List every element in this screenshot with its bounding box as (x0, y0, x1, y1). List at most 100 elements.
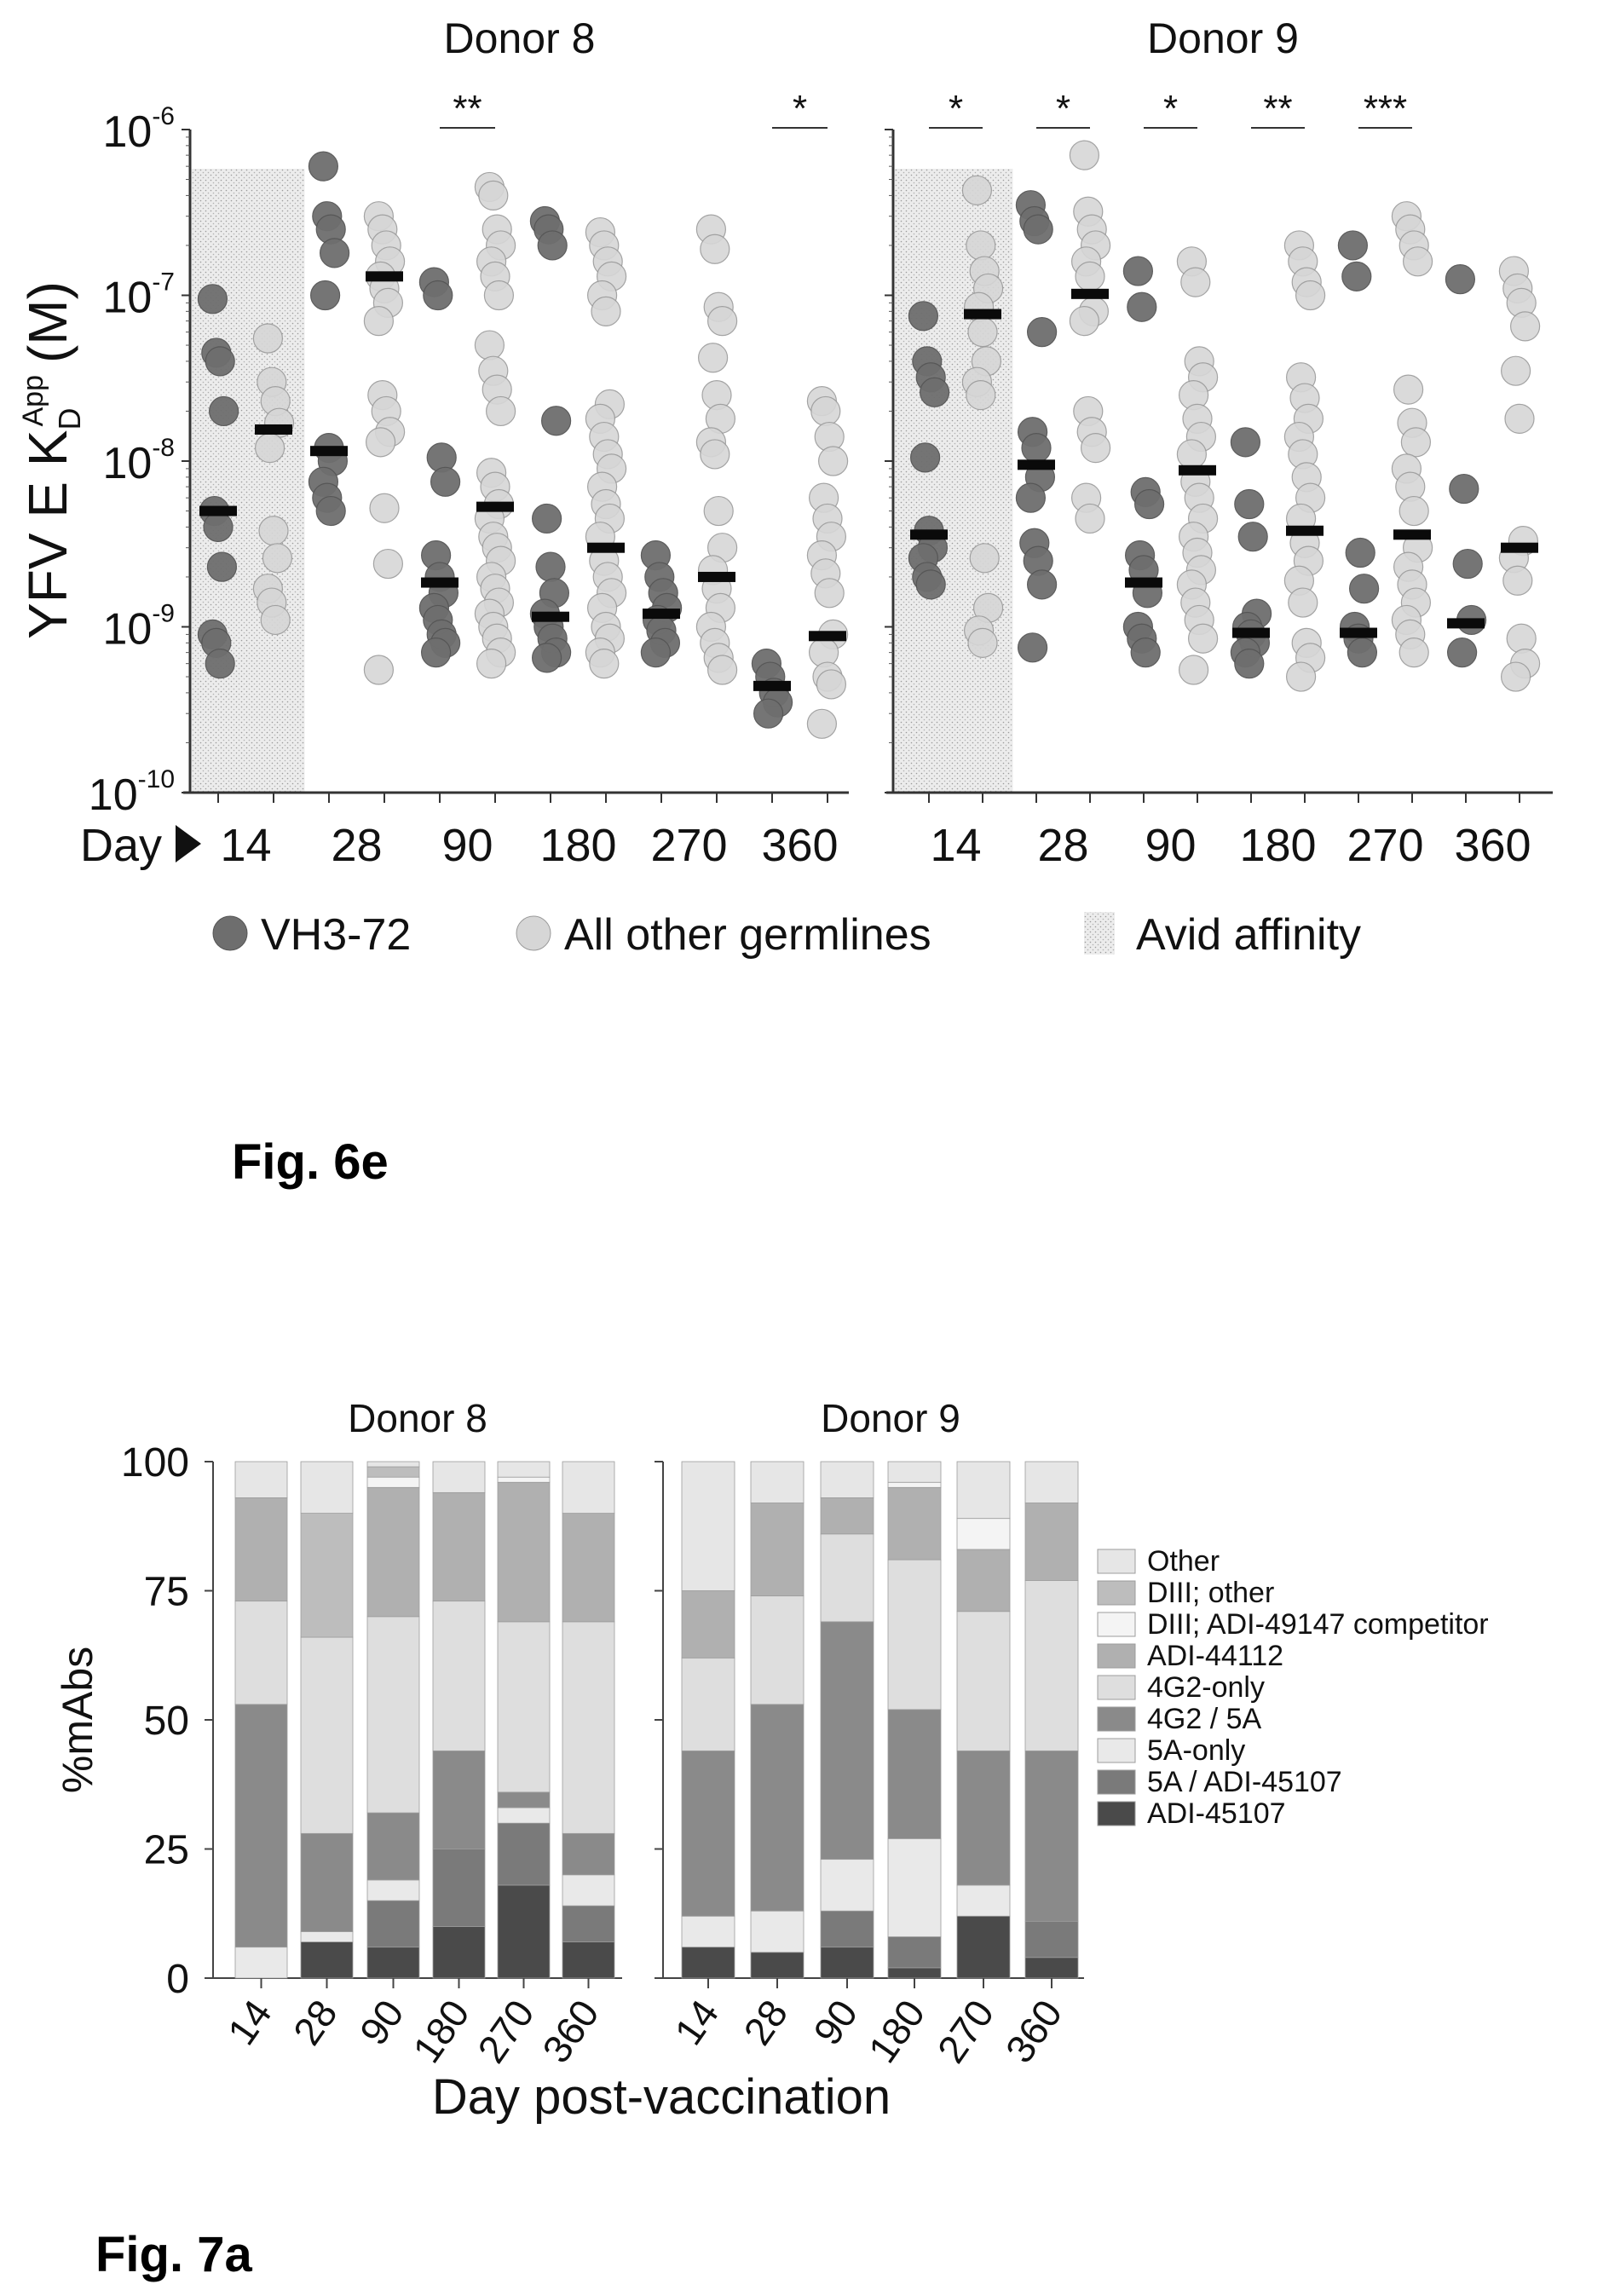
other-germline-point (700, 234, 730, 264)
median-bar (366, 271, 403, 282)
stacked-bar-day-90 (820, 1461, 874, 1979)
other-germline-point (966, 230, 996, 261)
vh3-72-point (1449, 473, 1479, 505)
other-germline-point (817, 446, 849, 476)
y-tick-exponent: -10 (138, 765, 175, 793)
significance-label: * (1163, 88, 1178, 130)
panel-title: Donor 9 (1147, 14, 1299, 62)
vh3-72-point (1130, 637, 1161, 668)
y-tick-label: 100 (121, 1440, 189, 1485)
y-tick-label: 10-7 (102, 268, 175, 323)
median-bar (1125, 577, 1162, 588)
vh3-72-point (1127, 291, 1157, 322)
legend-avid-swatch-icon (1084, 912, 1115, 955)
bar-segment-other (820, 1461, 874, 1498)
panel-title: Donor 8 (444, 14, 596, 62)
vh3-72-point (919, 377, 950, 407)
bar-segment-other (681, 1461, 735, 1591)
bar-segment-diii-other (366, 1466, 420, 1478)
vh3-72-series (197, 284, 239, 679)
vh3-72-point (205, 346, 235, 377)
vh3-72-series (1122, 256, 1165, 668)
other-germline-point (369, 493, 400, 523)
other-germlines-series (585, 216, 627, 679)
x-tick-label: 360 (997, 1992, 1071, 2071)
other-germline-point (1509, 311, 1541, 342)
median-bar (910, 529, 948, 540)
median-bar (421, 577, 458, 588)
other-germline-point (706, 655, 738, 685)
bar-segment-5a-adi-45107 (432, 1849, 486, 1927)
bar-segment-adi-45107 (820, 1947, 874, 1979)
figure-caption-6e: Fig. 6e (232, 1134, 389, 1190)
vh3-72-series (751, 649, 793, 729)
y-tick-label: 75 (144, 1570, 189, 1615)
other-germline-point (255, 432, 285, 464)
vh3-72-series (308, 151, 350, 527)
stacked-bar-day-270 (956, 1461, 1011, 1979)
vh3-72-point (1445, 264, 1476, 295)
vh3-72-point (315, 495, 346, 527)
bar-segment-diii-adi-49147-competitor (887, 1481, 942, 1488)
bar-segment-adi-45107 (750, 1952, 804, 1979)
other-germlines-series (806, 386, 849, 739)
vh3-72-point (423, 280, 453, 311)
other-germline-point (591, 296, 621, 326)
significance-label: * (949, 88, 963, 130)
bar-segment-5a-only (300, 1931, 354, 1942)
other-germline-point (1069, 306, 1100, 337)
vh3-72-point (1026, 317, 1058, 348)
median-bar (1179, 464, 1216, 476)
other-germline-point (1080, 432, 1111, 464)
bar-segment-4g2-5a (820, 1621, 874, 1860)
bar-segment-other (887, 1461, 942, 1483)
other-germline-point (1399, 637, 1429, 668)
other-germline-point (967, 317, 998, 348)
other-germline-point (1393, 374, 1424, 405)
median-bar (643, 609, 680, 620)
bar-segment-adi-45107 (681, 1947, 735, 1979)
median-bar (1340, 627, 1377, 638)
median-bar (255, 424, 292, 435)
bar-segment-5a-only (366, 1879, 420, 1901)
bar-segment-other (432, 1461, 486, 1493)
bar-segment-5a-adi-45107 (887, 1936, 942, 1969)
legend-swatch-icon (1097, 1549, 1136, 1574)
vh3-72-point (1122, 256, 1154, 286)
y-tick-label: 10-9 (102, 600, 175, 655)
median-bar (1071, 288, 1109, 299)
vh3-72-series (1015, 190, 1058, 663)
other-germline-point (258, 516, 289, 546)
vh3-72-series (418, 267, 461, 668)
bar-segment-adi-44112 (750, 1503, 804, 1596)
vh3-72-series (529, 205, 572, 673)
median-bar (1232, 627, 1270, 638)
bar-segment-5a-only (234, 1947, 288, 1979)
bar-segment-5a-adi-45107 (497, 1822, 551, 1886)
other-germlines-series (1498, 256, 1541, 692)
legend-light-dot-icon (516, 915, 551, 951)
vh3-72-point (531, 503, 562, 534)
y-axis-title: YFV E KDApp (M) (17, 281, 87, 639)
y-axis-title-main: YFV E K (17, 430, 78, 639)
bar-segment-diii-adi-49147-competitor (956, 1518, 1011, 1550)
stacked-bar-day-360 (562, 1461, 615, 1979)
y-tick-base: 10 (102, 439, 152, 488)
x-tick-label: 180 (860, 1992, 934, 2071)
bar-segment-other (366, 1461, 420, 1468)
vh3-72-point (640, 637, 672, 668)
bar-segment-5a-only (750, 1910, 804, 1953)
bar-segment-4g2-only (750, 1595, 804, 1705)
bar-segment-5a-only (820, 1859, 874, 1912)
fig6e-chart: YFV E KDApp(M)10-610-710-810-910-10Donor… (17, 14, 1553, 960)
bar-segment-4g2-only (366, 1616, 420, 1814)
y-tick-base: 10 (89, 770, 138, 820)
stacked-bar-day-28 (300, 1461, 354, 1979)
bar-segment-4g2-only (234, 1601, 288, 1705)
x-tick-label: 14 (930, 820, 981, 871)
x-tick-label: 360 (533, 1992, 608, 2071)
vh3-72-point (308, 151, 338, 182)
